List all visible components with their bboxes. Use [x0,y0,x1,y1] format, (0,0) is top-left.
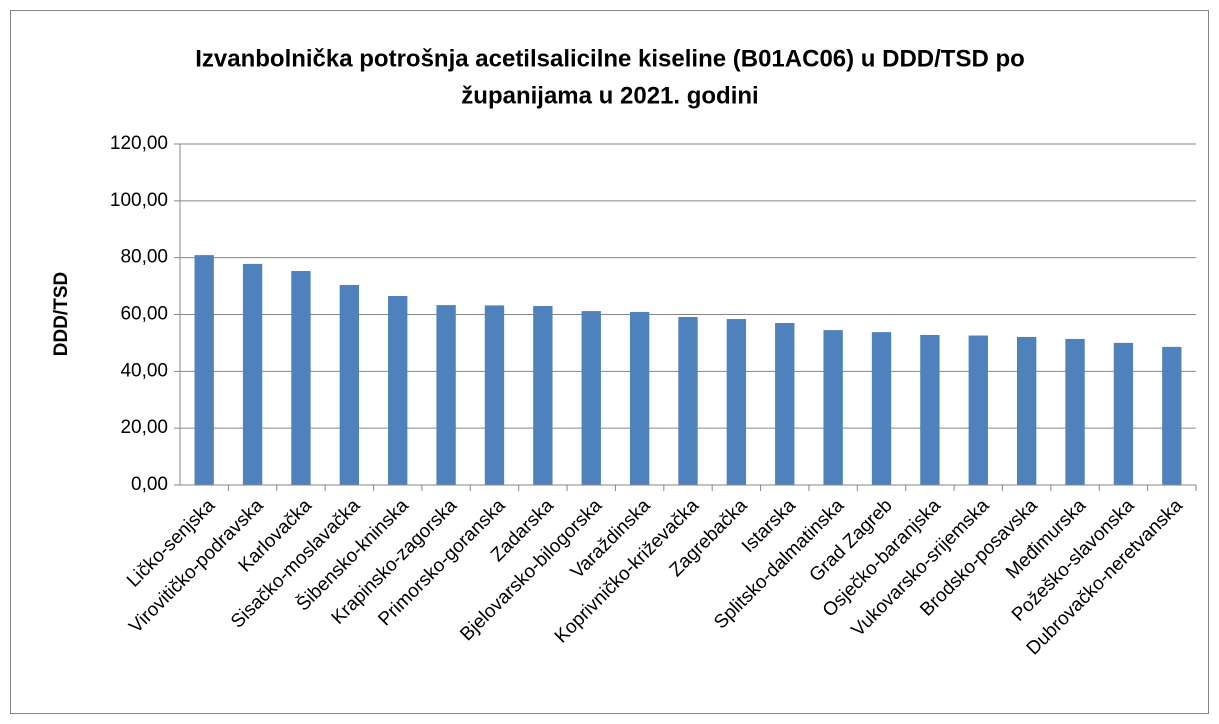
bar [484,305,505,485]
y-tick-label: 120,00 [110,133,168,154]
y-tick-label: 60,00 [120,304,168,325]
bar [920,334,940,485]
bar [775,323,795,485]
bar [726,319,747,485]
bar [194,255,214,485]
chart-title: Izvanbolnička potrošnja acetilsalicilne … [195,45,1025,72]
bar [436,305,456,485]
y-tick-label: 40,00 [120,360,168,381]
y-tick-label: 0,00 [131,474,168,495]
bar [291,271,311,485]
bar [1016,336,1037,485]
bar [242,263,263,485]
bar [1113,342,1134,485]
bar [339,284,360,485]
y-tick-label: 80,00 [120,247,168,268]
y-tick-label: 100,00 [110,190,168,211]
bar [581,311,601,485]
y-tick-label: 20,00 [120,417,168,438]
bar [678,317,698,485]
bar [629,311,650,485]
y-axis-title: DDD/TSD [51,272,72,356]
bar [871,332,892,485]
chart-title: županijama u 2021. godini [461,82,758,109]
bar [823,330,843,485]
bar [1065,338,1085,485]
bar [968,335,988,485]
bar [533,305,553,485]
bar [388,296,408,485]
bar [1162,346,1182,485]
